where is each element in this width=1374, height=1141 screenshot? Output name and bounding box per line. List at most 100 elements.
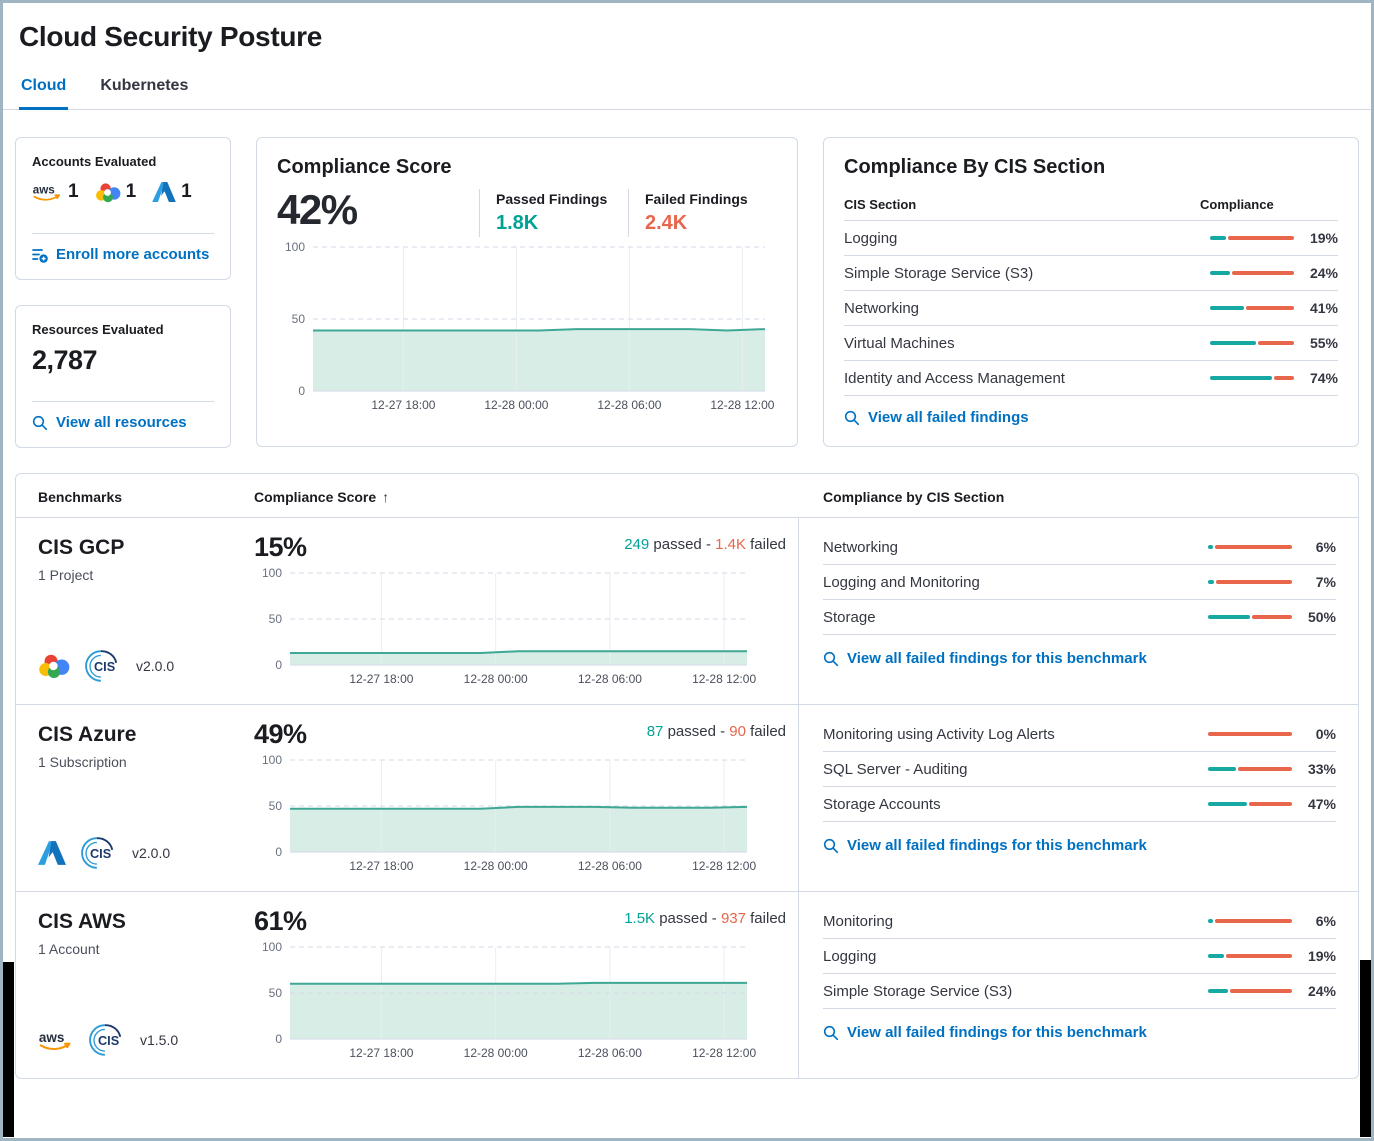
view-all-failed-findings-link[interactable]: View all failed findings — [844, 409, 1338, 426]
svg-text:12-28 00:00: 12-28 00:00 — [464, 672, 528, 686]
passed-findings-label: Passed Findings — [496, 191, 608, 207]
gcp-account-count: 1 — [95, 181, 136, 203]
benchmark-version: v2.0.0 — [136, 658, 175, 674]
compliance-mini-bar — [1208, 954, 1292, 958]
tab-kubernetes[interactable]: Kubernetes — [100, 77, 189, 94]
benchmark-version: v1.5.0 — [140, 1032, 179, 1048]
compliance-mini-bar — [1208, 767, 1292, 771]
cis-section-percent: 33% — [1307, 761, 1336, 777]
benchmark-version: v2.0.0 — [132, 845, 171, 861]
compliance-score-column-label: Compliance Score — [254, 489, 377, 505]
tab-bar: Cloud Kubernetes — [3, 77, 1371, 110]
aws-account-count: aws 1 — [32, 181, 79, 203]
svg-text:0: 0 — [275, 658, 282, 672]
cis-section-row: Simple Storage Service (S3) 24% — [844, 256, 1338, 291]
compliance-score-value: 42% — [277, 186, 358, 233]
view-failed-findings-benchmark-link[interactable]: View all failed findings for this benchm… — [823, 837, 1336, 854]
cis-section-name: Storage — [823, 608, 876, 626]
svg-text:100: 100 — [262, 941, 282, 954]
svg-text:12-27 18:00: 12-27 18:00 — [349, 1046, 413, 1060]
passed-findings-value: 1.8K — [496, 212, 539, 234]
enroll-more-accounts-link[interactable]: Enroll more accounts — [32, 246, 214, 263]
screenshot-artifact-right — [1360, 960, 1371, 1137]
cis-section-row: Storage 50% — [823, 600, 1336, 635]
search-icon — [823, 838, 839, 853]
aws-icon: aws — [33, 184, 60, 201]
cis-logo-icon: CIS — [89, 1024, 122, 1056]
view-failed-findings-benchmark-link[interactable]: View all failed findings for this benchm… — [823, 650, 1336, 667]
compliance-score-title: Compliance Score — [277, 156, 452, 178]
benchmark-row-cis-azure: CIS Azure 1 Subscription CIS — [16, 704, 1358, 891]
cis-section-row: Logging and Monitoring 7% — [823, 565, 1336, 600]
cis-section-row: Logging 19% — [844, 221, 1338, 256]
compliance-score-card: Compliance Score 42% Passed Findings 1.8… — [256, 137, 798, 447]
gcp-icon — [95, 182, 120, 202]
cis-section-column-header: CIS Section — [844, 197, 917, 212]
benchmark-trend-chart: 0 50 100 12-27 18:00 12-28 00:00 12-28 06:00 1… — [254, 940, 790, 1068]
cis-section-percent: 55% — [1309, 335, 1338, 351]
cis-section-name: Logging and Monitoring — [823, 573, 980, 591]
cis-section-name: Monitoring — [823, 912, 894, 930]
cis-logo-icon: CIS — [81, 837, 114, 869]
passed-count: 1.5K — [624, 910, 656, 927]
search-icon — [32, 415, 48, 430]
view-failed-findings-benchmark-label: View all failed findings for this benchm… — [847, 837, 1147, 854]
passed-count: 87 — [646, 723, 664, 740]
cis-section-percent: 50% — [1307, 609, 1336, 625]
cis-section-percent: 19% — [1309, 230, 1338, 246]
svg-text:50: 50 — [269, 986, 283, 1000]
benchmark-account-count: 1 Account — [38, 941, 100, 957]
failed-count: 1.4K — [715, 536, 746, 553]
svg-text:100: 100 — [262, 754, 282, 767]
svg-text:CIS: CIS — [94, 660, 115, 674]
cis-section-percent: 24% — [1307, 983, 1336, 999]
svg-text:aws: aws — [33, 184, 55, 197]
benchmark-score: 15% — [254, 532, 307, 562]
svg-text:12-28 06:00: 12-28 06:00 — [578, 1046, 642, 1060]
compliance-mini-bar — [1210, 306, 1294, 310]
svg-text:12-27 18:00: 12-27 18:00 — [349, 672, 413, 686]
cis-section-name: Logging — [844, 229, 898, 247]
tab-cloud[interactable]: Cloud — [19, 77, 69, 110]
accounts-evaluated-title: Accounts Evaluated — [32, 154, 157, 169]
cis-section-name: Networking — [844, 299, 920, 317]
compliance-score-column-header[interactable]: Compliance Score ↑ — [254, 474, 798, 517]
azure-count-value: 1 — [181, 181, 192, 202]
cis-section-percent: 24% — [1309, 265, 1338, 281]
compliance-by-cis-title: Compliance By CIS Section — [844, 156, 1106, 178]
svg-text:50: 50 — [292, 312, 306, 326]
compliance-mini-bar — [1208, 580, 1292, 584]
svg-text:12-27 18:00: 12-27 18:00 — [371, 398, 435, 412]
cis-section-percent: 7% — [1315, 574, 1336, 590]
svg-text:50: 50 — [269, 799, 283, 813]
gcp-icon — [39, 654, 70, 679]
view-failed-findings-benchmark-link[interactable]: View all failed findings for this benchm… — [823, 1024, 1336, 1041]
svg-text:12-28 12:00: 12-28 12:00 — [692, 859, 756, 873]
cis-section-row: Virtual Machines 55% — [844, 326, 1338, 361]
failed-findings-stat: Failed Findings 2.4K — [628, 189, 777, 237]
sort-ascending-icon: ↑ — [382, 489, 390, 505]
cis-section-row: Monitoring 6% — [823, 904, 1336, 939]
divider — [32, 401, 214, 402]
cis-section-percent: 74% — [1309, 370, 1338, 386]
compliance-mini-bar — [1208, 545, 1292, 549]
benchmarks-column-header: Benchmarks — [38, 489, 123, 505]
search-icon — [823, 1025, 839, 1040]
cis-section-name: SQL Server - Auditing — [823, 760, 968, 778]
failed-count: 937 — [720, 910, 746, 927]
compliance-by-cis-section-card: Compliance By CIS Section CIS Section Co… — [823, 137, 1359, 447]
view-all-resources-link[interactable]: View all resources — [32, 414, 214, 431]
benchmark-pass-fail: 1.5K passed - 937 failed — [624, 910, 786, 927]
svg-text:12-28 06:00: 12-28 06:00 — [597, 398, 661, 412]
cis-section-name: Virtual Machines — [844, 334, 955, 352]
cis-section-row: SQL Server - Auditing 33% — [823, 752, 1336, 787]
enroll-accounts-icon — [32, 248, 48, 263]
svg-text:aws: aws — [39, 1030, 65, 1045]
azure-icon — [152, 182, 176, 202]
benchmark-pass-fail: 87 passed - 90 failed — [646, 723, 786, 740]
svg-text:100: 100 — [285, 241, 305, 254]
svg-text:12-28 00:00: 12-28 00:00 — [464, 859, 528, 873]
compliance-trend-chart: 0 50 100 12-27 18:00 12-28 00:00 12-28 06:00 1… — [277, 240, 777, 420]
svg-text:100: 100 — [262, 567, 282, 580]
